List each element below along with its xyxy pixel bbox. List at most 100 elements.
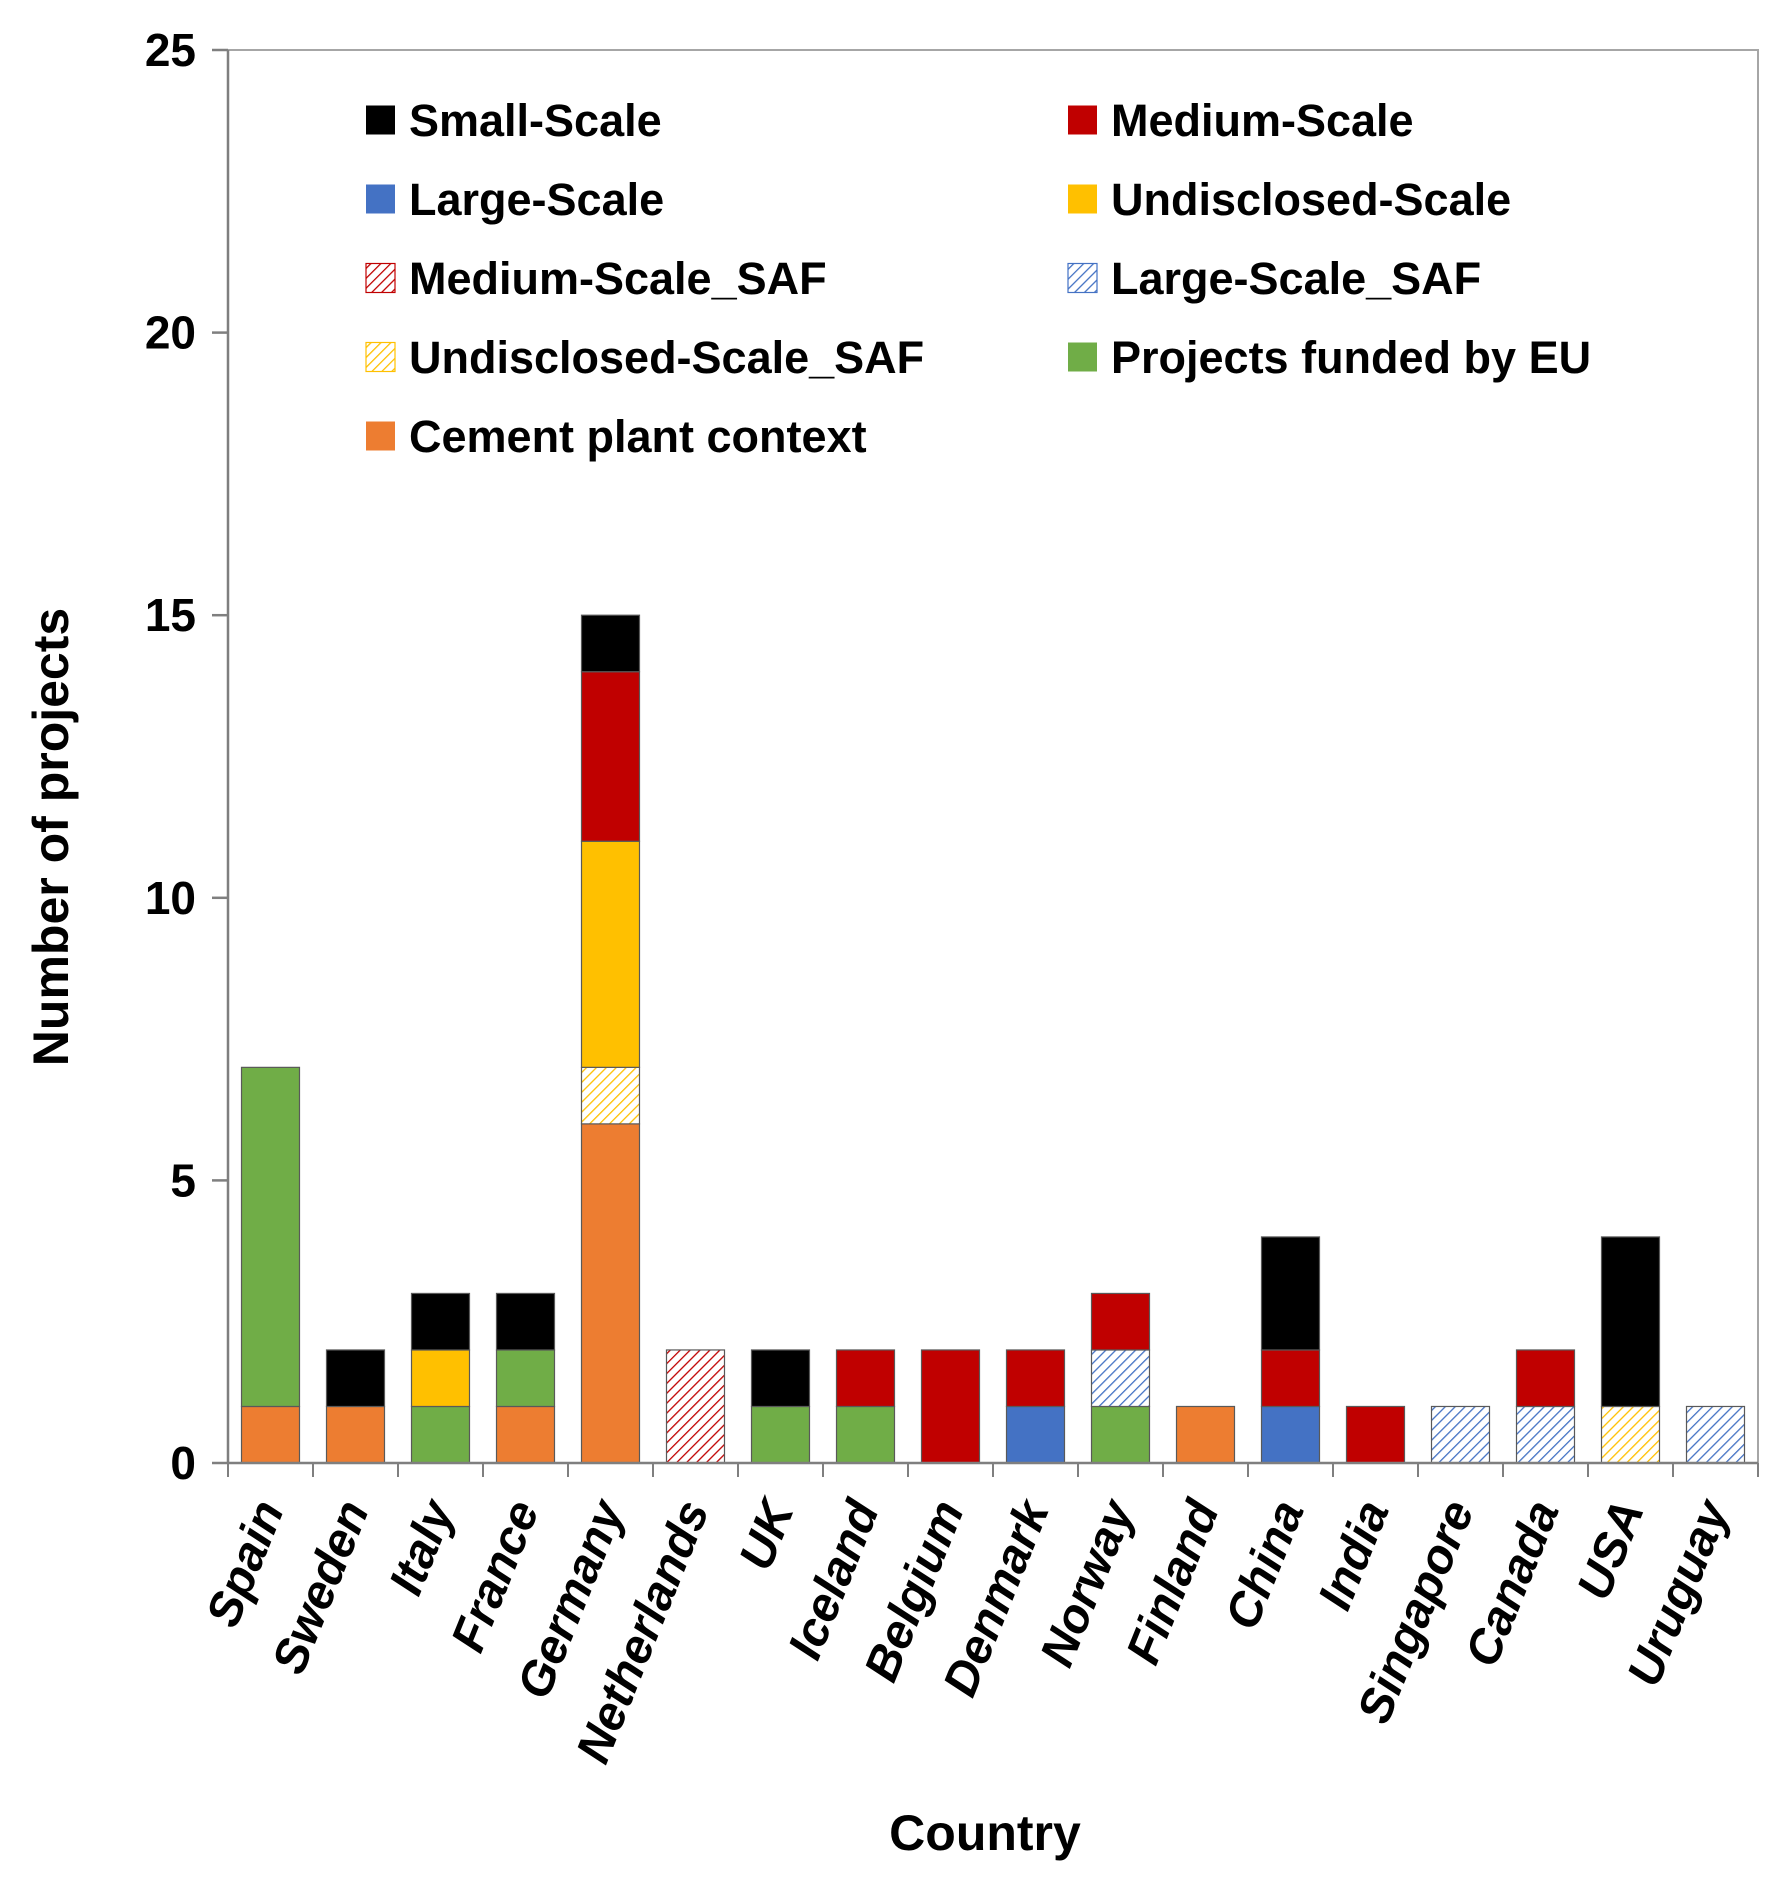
legend-label-cement-plant-context: Cement plant context: [409, 411, 867, 462]
legend-swatch-undisclosed-scale: [1068, 184, 1097, 214]
bar-germany-medium-scale: [580, 671, 641, 842]
y-tick-label-25: 25: [145, 24, 196, 76]
bar-china-small-scale: [1260, 1236, 1321, 1351]
legend-item-undisclosed-scale: Undisclosed-Scale: [1068, 174, 1511, 225]
x-axis-title: Country: [889, 1805, 1081, 1861]
x-tick-label-india: India: [1309, 1493, 1400, 1617]
legend-swatch-cement-plant-context: [366, 421, 395, 451]
y-axis-title: Number of projects: [23, 608, 79, 1066]
legend-swatch-medium-scale-saf: [365, 262, 396, 294]
bar-france-small-scale: [495, 1292, 556, 1351]
bar-stack-canada: [1515, 1349, 1576, 1464]
bar-spain-cement-plant-context: [240, 1405, 301, 1464]
legend-swatch-medium-scale: [1068, 105, 1097, 135]
bar-norway-projects-funded-by-eu: [1090, 1405, 1151, 1464]
legend-item-cement-plant-context: Cement plant context: [366, 411, 867, 462]
bar-stack-netherlands: [665, 1349, 726, 1464]
bar-spain-projects-funded-by-eu: [240, 1066, 301, 1408]
x-tick-label-china: China: [1216, 1493, 1315, 1636]
bar-stack-norway: [1090, 1292, 1151, 1464]
bar-stack-finland: [1175, 1405, 1236, 1464]
bar-usa-small-scale: [1600, 1236, 1661, 1408]
x-tick-label-italy: Italy: [380, 1491, 466, 1602]
bar-germany-undisclosed-scale-saf: [580, 1066, 641, 1125]
bar-netherlands-medium-scale-saf: [665, 1349, 726, 1464]
bar-india-medium-scale: [1345, 1405, 1406, 1464]
bar-usa-undisclosed-scale-saf: [1600, 1405, 1661, 1464]
y-tick-label-20: 20: [145, 307, 196, 359]
bar-belgium-medium-scale: [920, 1349, 981, 1464]
bar-stack-uruguay: [1685, 1405, 1746, 1464]
y-tick-label-15: 15: [145, 589, 196, 641]
bar-italy-small-scale: [410, 1292, 471, 1351]
x-tick-label-usa: USA: [1568, 1493, 1655, 1607]
legend-label-undisclosed-scale-saf: Undisclosed-Scale_SAF: [409, 332, 924, 383]
legend-item-large-scale-saf: Large-Scale_SAF: [1067, 253, 1481, 304]
legend-label-small-scale: Small-Scale: [409, 95, 662, 146]
y-tick-label-10: 10: [145, 872, 196, 924]
legend-swatch-projects-funded-by-eu: [1068, 342, 1097, 372]
legend-label-undisclosed-scale: Undisclosed-Scale: [1111, 174, 1511, 225]
bar-stack-usa: [1600, 1236, 1661, 1464]
bar-uk-small-scale: [750, 1349, 811, 1408]
bar-stack-spain: [240, 1066, 301, 1464]
bar-stack-france: [495, 1292, 556, 1464]
legend-label-large-scale: Large-Scale: [409, 174, 664, 225]
x-tick-label-uk: UK: [730, 1490, 806, 1577]
bar-finland-cement-plant-context: [1175, 1405, 1236, 1464]
bar-stack-belgium: [920, 1349, 981, 1464]
bar-france-projects-funded-by-eu: [495, 1349, 556, 1408]
bars-layer: [240, 614, 1746, 1464]
legend-swatch-small-scale: [366, 105, 395, 135]
bar-france-cement-plant-context: [495, 1405, 556, 1464]
bar-iceland-medium-scale: [835, 1349, 896, 1408]
bar-stack-sweden: [325, 1349, 386, 1464]
bar-sweden-small-scale: [325, 1349, 386, 1408]
y-tick-label-0: 0: [170, 1437, 196, 1489]
bar-canada-large-scale-saf: [1515, 1405, 1576, 1464]
bar-china-large-scale: [1260, 1405, 1321, 1464]
bar-stack-italy: [410, 1292, 471, 1464]
legend-item-projects-funded-by-eu: Projects funded by EU: [1068, 332, 1591, 383]
bar-china-medium-scale: [1260, 1349, 1321, 1408]
legend-label-medium-scale-saf: Medium-Scale_SAF: [409, 253, 827, 304]
bar-denmark-medium-scale: [1005, 1349, 1066, 1408]
bar-stack-denmark: [1005, 1349, 1066, 1464]
bar-germany-undisclosed-scale: [580, 840, 641, 1068]
bar-stack-india: [1345, 1405, 1406, 1464]
bar-stack-germany: [580, 614, 641, 1464]
legend-swatch-large-scale-saf: [1067, 262, 1098, 294]
bar-stack-china: [1260, 1236, 1321, 1464]
legend-swatch-large-scale: [366, 184, 395, 214]
bar-italy-projects-funded-by-eu: [410, 1405, 471, 1464]
bar-uruguay-large-scale-saf: [1685, 1405, 1746, 1464]
bar-italy-undisclosed-scale: [410, 1349, 471, 1408]
bar-stack-singapore: [1430, 1405, 1491, 1464]
legend-swatch-undisclosed-scale-saf: [365, 341, 396, 373]
bar-iceland-projects-funded-by-eu: [835, 1405, 896, 1464]
bar-stack-uk: [750, 1349, 811, 1464]
bar-singapore-large-scale-saf: [1430, 1405, 1491, 1464]
bar-denmark-large-scale: [1005, 1405, 1066, 1464]
bar-germany-small-scale: [580, 614, 641, 673]
bar-uk-projects-funded-by-eu: [750, 1405, 811, 1464]
bar-norway-medium-scale: [1090, 1292, 1151, 1351]
x-tick-label-spain: Spain: [197, 1493, 295, 1634]
y-tick-label-5: 5: [170, 1154, 196, 1206]
bar-norway-large-scale-saf: [1090, 1349, 1151, 1408]
legend: Small-Scale Medium-Scale Large-Scale Undisc…: [365, 95, 1591, 462]
legend-item-small-scale: Small-Scale: [366, 95, 662, 146]
bar-stack-iceland: [835, 1349, 896, 1464]
legend-item-large-scale: Large-Scale: [366, 174, 664, 225]
bar-germany-cement-plant-context: [580, 1123, 641, 1464]
bar-canada-medium-scale: [1515, 1349, 1576, 1408]
legend-label-large-scale-saf: Large-Scale_SAF: [1111, 253, 1481, 304]
legend-item-medium-scale-saf: Medium-Scale_SAF: [365, 253, 827, 304]
legend-label-projects-funded-by-eu: Projects funded by EU: [1111, 332, 1591, 383]
legend-item-medium-scale: Medium-Scale: [1068, 95, 1414, 146]
bar-sweden-cement-plant-context: [325, 1405, 386, 1464]
legend-item-undisclosed-scale-saf: Undisclosed-Scale_SAF: [365, 332, 924, 383]
legend-label-medium-scale: Medium-Scale: [1111, 95, 1414, 146]
